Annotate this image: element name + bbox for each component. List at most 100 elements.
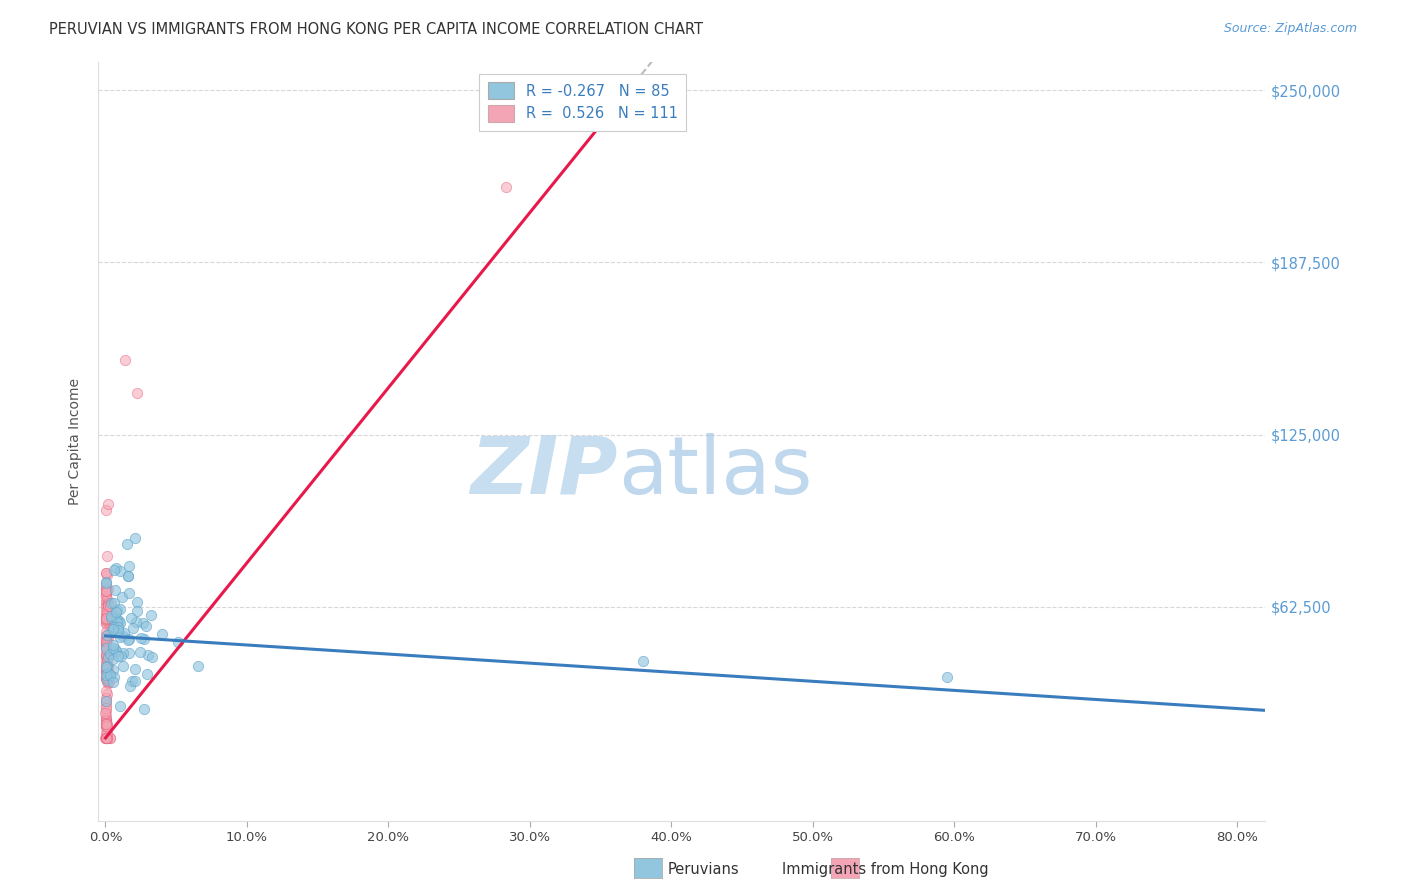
Point (96, 614, 118, 628)
Point (94, 503, 117, 517)
Point (96, 648, 118, 663)
Point (94, 581, 117, 595)
Point (150, 627, 173, 641)
Point (94, 713, 117, 727)
Point (105, 611, 128, 625)
Point (94, 720, 117, 734)
Point (94, 610, 117, 624)
Point (103, 563, 125, 577)
Point (96, 628, 118, 642)
Point (94, 726, 117, 740)
Point (96, 582, 118, 597)
Point (94, 624, 117, 639)
Point (98, 665, 121, 680)
Point (94, 731, 117, 745)
Point (105, 622, 128, 636)
Point (124, 673, 146, 688)
Point (96, 597, 118, 611)
Point (98, 731, 121, 745)
Point (104, 583, 127, 598)
Point (97, 497, 120, 511)
Point (111, 646, 134, 660)
Point (936, 670, 959, 684)
Point (94, 668, 117, 682)
Text: Source: ZipAtlas.com: Source: ZipAtlas.com (1223, 22, 1357, 36)
Point (97, 676, 120, 690)
Point (94, 665, 117, 679)
Point (94, 706, 117, 720)
Point (96, 666, 118, 681)
Point (96, 606, 118, 620)
Point (118, 558, 141, 573)
Point (96, 674, 118, 689)
Point (97, 608, 120, 623)
Point (105, 643, 128, 657)
Point (97, 612, 120, 626)
Point (94, 714, 117, 728)
Point (131, 616, 153, 631)
Point (121, 674, 143, 689)
Point (114, 353, 136, 368)
Point (112, 658, 135, 673)
Point (94, 713, 117, 727)
Point (101, 638, 124, 652)
Point (117, 632, 139, 647)
Point (103, 641, 125, 656)
Point (94, 731, 117, 745)
Point (94, 566, 117, 580)
Point (118, 646, 141, 660)
Point (94, 671, 117, 685)
Point (94, 709, 117, 723)
Point (96, 687, 118, 701)
Point (100, 596, 122, 610)
Point (139, 608, 162, 623)
Text: Peruvians: Peruvians (668, 863, 738, 877)
Point (94, 639, 117, 653)
Point (97, 599, 120, 614)
Point (103, 663, 125, 677)
Y-axis label: Per Capita Income: Per Capita Income (69, 378, 83, 505)
Point (108, 564, 131, 578)
Point (94, 660, 117, 674)
Point (98, 599, 121, 614)
Point (98, 668, 121, 682)
Point (94, 617, 117, 632)
Point (96, 716, 118, 731)
Point (94, 704, 117, 718)
Point (96, 656, 118, 670)
Point (121, 621, 143, 635)
Point (103, 670, 125, 684)
Point (135, 619, 157, 633)
Point (97, 665, 120, 680)
Point (104, 642, 127, 657)
Point (125, 386, 148, 401)
Point (94, 604, 117, 618)
Point (94, 662, 117, 676)
Point (94, 698, 117, 712)
Point (96, 592, 118, 607)
Point (94, 648, 117, 663)
Point (96, 638, 118, 652)
Point (105, 605, 128, 619)
Point (125, 604, 148, 618)
Point (107, 648, 129, 663)
Point (94, 716, 117, 731)
Point (125, 615, 148, 629)
Point (117, 568, 139, 582)
Point (94, 719, 117, 733)
Point (94, 640, 117, 654)
Text: PERUVIAN VS IMMIGRANTS FROM HONG KONG PER CAPITA INCOME CORRELATION CHART: PERUVIAN VS IMMIGRANTS FROM HONG KONG PE… (49, 22, 703, 37)
Point (94, 665, 117, 679)
Point (111, 629, 134, 643)
Point (96, 716, 118, 731)
Point (103, 596, 125, 610)
Point (94, 664, 117, 678)
Point (96, 612, 118, 626)
Point (94, 590, 117, 604)
Point (97, 601, 120, 615)
Point (108, 698, 131, 713)
Point (96, 632, 118, 647)
Point (98, 675, 121, 690)
Point (96, 582, 118, 597)
Point (117, 569, 139, 583)
